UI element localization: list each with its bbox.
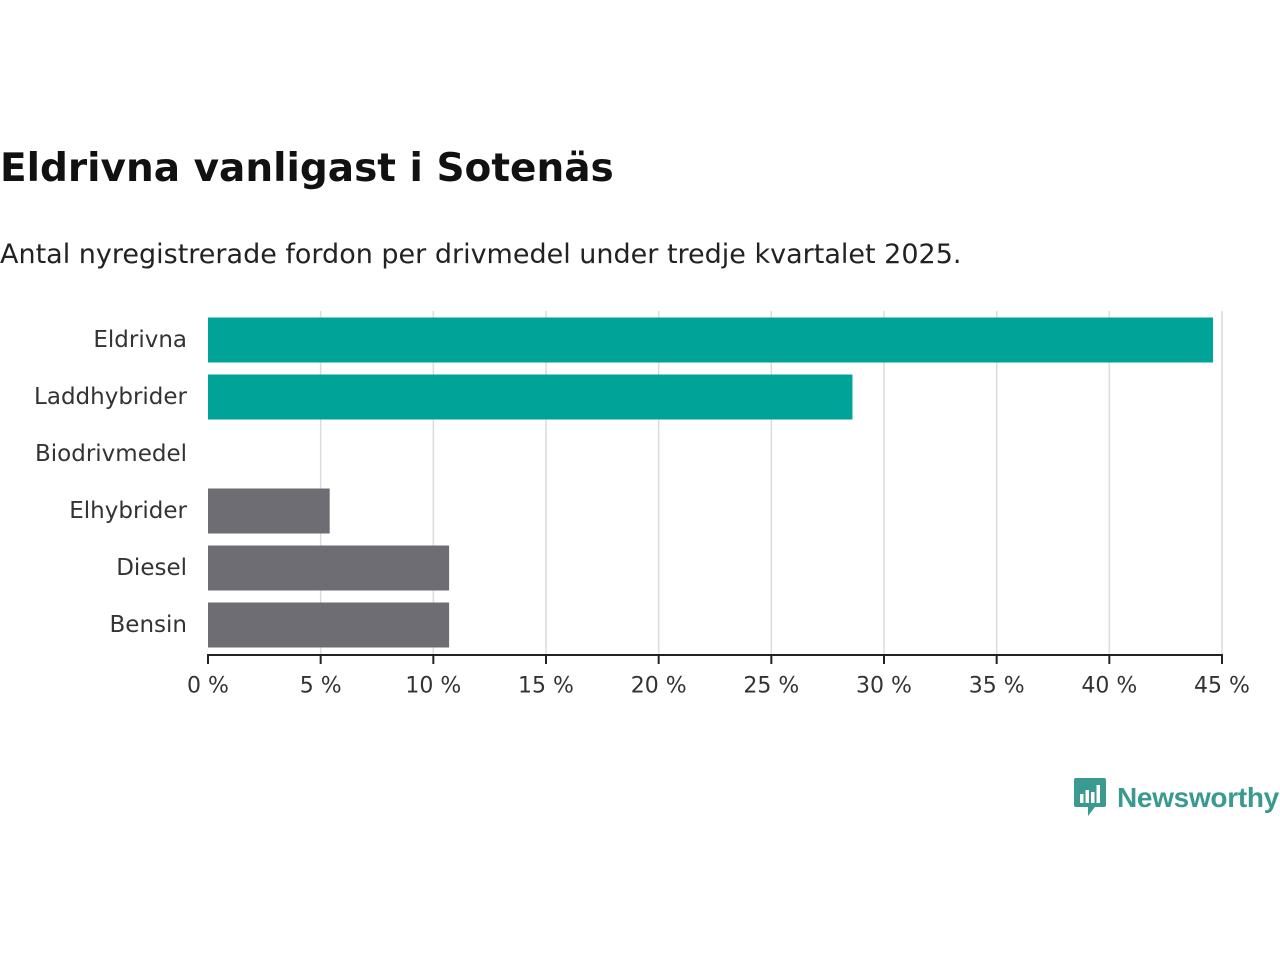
category-labels: Eldrivna Laddhybrider Biodrivmedel Elhybrid…	[34, 327, 187, 638]
bars	[208, 317, 1213, 648]
gridlines	[319, 311, 1223, 655]
newsworthy-logo-icon	[1074, 778, 1106, 816]
x-tick-label-35: 35 %	[969, 674, 1025, 699]
x-tick-label-5: 5 %	[300, 674, 342, 699]
category-label-bensin: Bensin	[110, 612, 187, 638]
newsworthy-logo[interactable]: Newsworthy	[1073, 776, 1279, 820]
x-tick-label-40: 40 %	[1081, 674, 1137, 699]
category-label-eldrivna: Eldrivna	[93, 327, 187, 353]
chart-subtitle: Antal nyregistrerade fordon per drivmede…	[0, 239, 962, 270]
category-label-elhybrider: Elhybrider	[69, 498, 187, 524]
x-tick-label-45: 45 %	[1194, 674, 1250, 699]
x-tick-label-30: 30 %	[856, 674, 912, 699]
newsworthy-logo-text: Newsworthy	[1117, 782, 1279, 813]
x-tick-label-25: 25 %	[743, 674, 799, 699]
x-tick-label-10: 10 %	[405, 674, 461, 699]
bar-chart: 0 % 5 % 10 % 15 % 20 % 25 % 30 % 35 % 40 % 45 % E…	[34, 311, 1250, 699]
category-label-biodrivmedel: Biodrivmedel	[35, 441, 187, 467]
bar-diesel[interactable]	[208, 545, 450, 591]
bar-bensin[interactable]	[208, 602, 450, 648]
bar-laddhybrider[interactable]	[208, 374, 853, 420]
x-axis: 0 % 5 % 10 % 15 % 20 % 25 % 30 % 35 % 40 % 45 %	[187, 654, 1250, 699]
x-tick-label-0: 0 %	[187, 674, 229, 699]
x-tick-label-20: 20 %	[631, 674, 687, 699]
bar-elhybrider[interactable]	[208, 488, 330, 534]
bar-eldrivna[interactable]	[208, 317, 1213, 363]
x-tick-label-15: 15 %	[518, 674, 574, 699]
chart-title: Eldrivna vanligast i Sotenäs	[0, 146, 614, 191]
category-label-diesel: Diesel	[116, 555, 187, 581]
category-label-laddhybrider: Laddhybrider	[34, 384, 187, 410]
